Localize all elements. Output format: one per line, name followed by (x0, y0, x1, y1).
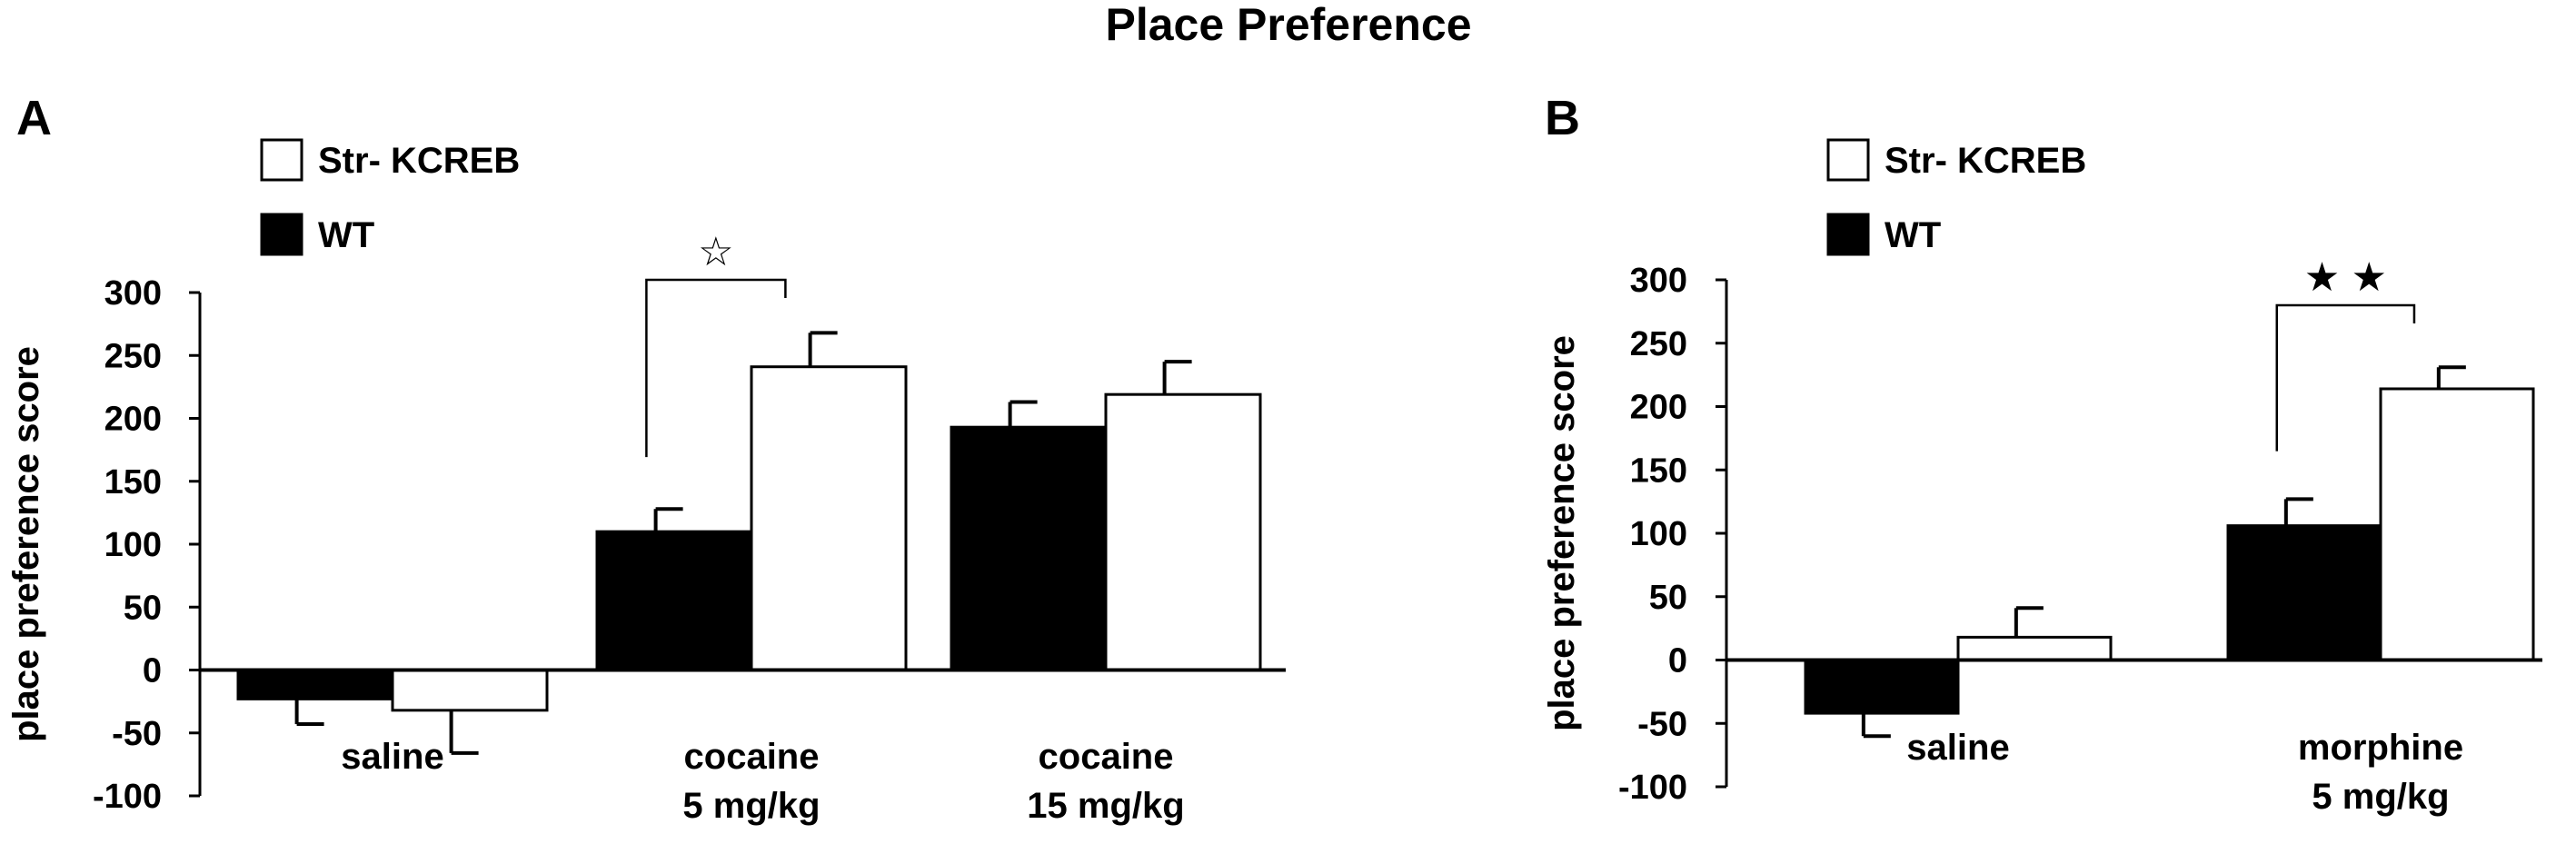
y-tick-label: 50 (124, 589, 162, 627)
legend-swatch-str-kcreb (260, 138, 303, 182)
y-tick-label: 150 (1630, 452, 1687, 490)
significance-marker: ★ ★ (2304, 255, 2387, 300)
category-label: 5 mg/kg (2312, 777, 2449, 817)
panel-b: B Str- KCREB WT 300 250 200 150 100 50 0 -50 -100 pl… (1542, 91, 2542, 817)
bar-wt (2226, 524, 2382, 661)
figure-title: Place Preference (1105, 0, 1471, 50)
legend-swatch-str-kcreb (1826, 138, 1870, 182)
y-tick-label: 250 (104, 337, 162, 375)
y-axis-label: place preference score (1542, 335, 1582, 731)
bar-wt (595, 530, 753, 672)
y-tick-label: 100 (1630, 515, 1687, 553)
y-tick-label: 0 (1668, 642, 1687, 680)
panel-a: A Str- KCREB WT 300 250 200 150 100 50 0 -50 -100 pl… (6, 91, 1286, 826)
panel-label: B (1545, 91, 1580, 145)
significance-bracket (645, 278, 787, 458)
y-tick-label: -100 (1618, 769, 1687, 807)
category-label: 15 mg/kg (1027, 786, 1184, 826)
y-tick-label: 100 (104, 526, 162, 564)
legend-swatch-wt (1826, 213, 1870, 256)
y-tick-label: 250 (1630, 325, 1687, 363)
legend-label-wt: WT (1885, 215, 1941, 255)
category-label: cocaine (684, 737, 820, 777)
y-tick-label: 300 (1630, 262, 1687, 300)
bar-str-kcreb (2379, 387, 2535, 661)
bar-str-kcreb (750, 365, 908, 671)
y-tick-label: 300 (104, 274, 162, 313)
bar-wt (236, 669, 394, 700)
y-tick-label: -50 (1637, 705, 1687, 743)
panel-label: A (16, 91, 52, 145)
bar-wt (1804, 659, 1960, 715)
y-tick-label: -50 (112, 715, 162, 753)
y-axis-label: place preference score (6, 346, 46, 742)
significance-marker: ☆ (698, 230, 733, 274)
y-tick-label: 0 (143, 652, 162, 690)
category-label: 5 mg/kg (682, 786, 820, 826)
legend-label-str-kcreb: Str- KCREB (318, 141, 520, 181)
category-label: saline (341, 737, 443, 777)
category-label: cocaine (1039, 737, 1174, 777)
legend-label-str-kcreb: Str- KCREB (1885, 141, 2086, 181)
y-tick-label: 50 (1649, 579, 1687, 617)
category-label: saline (1906, 728, 2009, 768)
y-tick-label: 200 (104, 401, 162, 439)
y-tick-label: -100 (93, 778, 162, 816)
category-label: morphine (2298, 728, 2463, 768)
legend-label-wt: WT (318, 215, 374, 255)
legend-swatch-wt (260, 213, 303, 256)
significance-bracket (2275, 303, 2416, 452)
bar-str-kcreb (1104, 392, 1262, 671)
y-tick-label: 150 (104, 463, 162, 501)
y-tick-label: 200 (1630, 389, 1687, 427)
bar-str-kcreb (1956, 635, 2113, 662)
bar-wt (950, 425, 1108, 671)
bar-str-kcreb (391, 669, 549, 712)
